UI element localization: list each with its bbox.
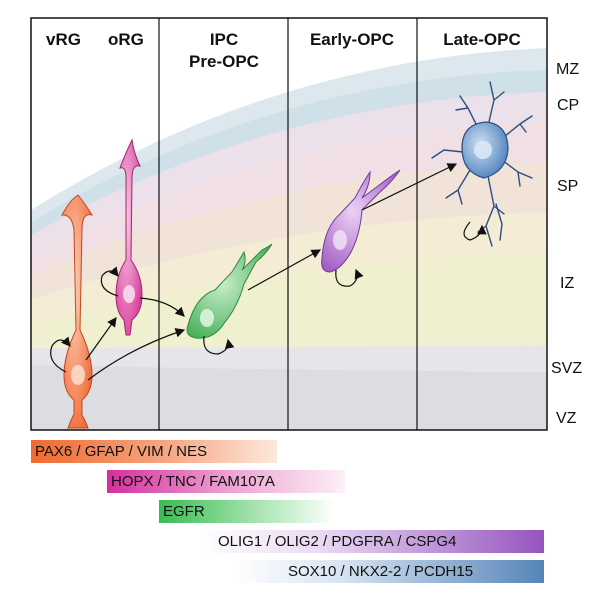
late-opc-soma xyxy=(461,121,509,179)
marker-bar-sox10 xyxy=(235,560,544,583)
zone-label-iz: IZ xyxy=(560,275,575,292)
vrg-cell xyxy=(61,194,94,429)
column-label-early-opc: Early-OPC xyxy=(309,30,395,49)
diagram-frame xyxy=(30,17,548,431)
column-label-late-opc: Late-OPC xyxy=(443,30,521,49)
org-cell xyxy=(115,138,143,336)
column-label-pre-opc: Pre-OPC xyxy=(189,52,259,71)
marker-bar-pax6 xyxy=(31,440,277,463)
ipc-cell xyxy=(186,243,273,339)
marker-label-opc: OLIG1 / OLIG2 / PDGFRA / CSPG4 xyxy=(218,533,457,550)
early-opc-cell xyxy=(321,169,401,273)
marker-label-radial-glia: PAX6 / GFAP / VIM / NES xyxy=(35,443,208,460)
marker-bar-olig xyxy=(200,530,544,553)
column-label-vrg: vRG xyxy=(46,30,81,49)
zone-label-sp: SP xyxy=(557,178,579,195)
marker-label-egfr: EGFR xyxy=(163,503,205,520)
lineage-arrows xyxy=(85,163,458,381)
zone-label-vz: VZ xyxy=(556,410,577,427)
zone-label-cp: CP xyxy=(557,97,580,114)
zone-label-svz: SVZ xyxy=(551,360,583,377)
self-renewal-arrows xyxy=(50,221,487,373)
marker-bar-egfr xyxy=(159,500,335,523)
marker-label-org: HOPX / TNC / FAM107A xyxy=(111,473,275,490)
marker-label-late-opc: SOX10 / NKX2-2 / PCDH15 xyxy=(288,563,474,580)
column-label-org: oRG xyxy=(108,30,144,49)
zone-label-mz: MZ xyxy=(556,61,580,78)
marker-bar-hopx xyxy=(107,470,345,493)
column-label-ipc: IPC xyxy=(209,30,239,49)
cortical-layers xyxy=(31,48,547,430)
